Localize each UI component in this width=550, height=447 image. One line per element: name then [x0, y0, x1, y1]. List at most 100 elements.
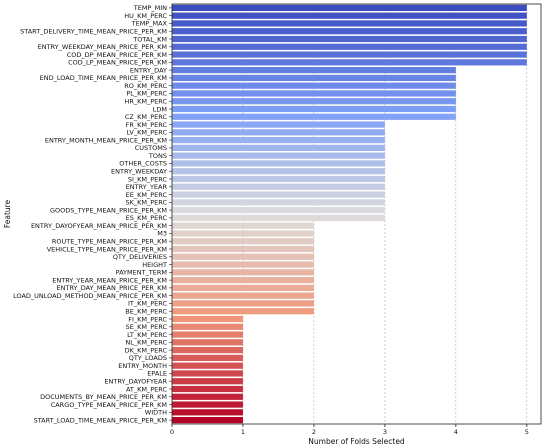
bar: [172, 105, 456, 113]
bar: [172, 35, 527, 43]
bar: [172, 308, 314, 315]
bar: [172, 292, 314, 299]
y-tick-label: SK_KM_PERC: [125, 199, 167, 207]
bar: [172, 378, 243, 385]
y-tick-label: AT_KM_PERC: [126, 385, 168, 393]
y-tick-label: CARGO_TYPE_MEAN_PRICE_PER_KM: [51, 401, 167, 409]
bar: [172, 362, 243, 369]
bar: [172, 222, 314, 229]
y-tick-label: CZ_KM_PERC: [125, 113, 168, 121]
bar: [172, 168, 385, 175]
bar: [172, 74, 456, 81]
bar: [172, 238, 314, 245]
bar: [172, 137, 385, 144]
y-tick-label: PAYMENT_TERM: [116, 269, 167, 277]
bar: [172, 191, 385, 198]
bar: [172, 207, 385, 214]
y-tick-label: EPALE: [147, 370, 167, 378]
bar: [172, 339, 243, 346]
grid-lines: [242, 4, 528, 424]
bar: [172, 98, 456, 105]
bar: [172, 347, 243, 354]
y-tick-label: ENTRY_YEAR_MEAN_PRICE_PER_KM: [52, 276, 167, 284]
bar: [172, 90, 456, 97]
y-tick-label: CUSTOMS: [135, 144, 167, 152]
y-tick-label: LT_KM_PERC: [127, 331, 167, 339]
bar: [172, 401, 243, 408]
y-tick-label: QTY_LOADS: [129, 354, 167, 362]
bar: [172, 129, 385, 136]
bar: [172, 12, 527, 19]
bar: [172, 4, 527, 11]
y-tick-label: LDM: [153, 105, 167, 113]
y-tick-label: TONS: [148, 152, 167, 160]
y-tick-label: FI_KM_PERC: [128, 315, 167, 323]
x-tick-label: 3: [383, 428, 387, 436]
bar: [172, 144, 385, 151]
y-tick-label: GOODS_TYPE_MEAN_PRICE_PER_KM: [50, 206, 167, 214]
bar: [172, 230, 314, 237]
y-tick-label: TOTAL_KM: [132, 35, 167, 43]
bar: [172, 121, 385, 128]
bar: [172, 43, 527, 50]
bar: [172, 323, 243, 330]
bar: [172, 152, 385, 159]
y-tick-label: LOAD_UNLOAD_METHOD_MEAN_PRICE_PER_KM: [13, 292, 167, 300]
y-tick-label: ENTRY_DAYOFYEAR_MEAN_PRICE_PER_KM: [31, 222, 167, 230]
y-tick-label: M3: [157, 230, 167, 238]
y-tick-label: ROUTE_TYPE_MEAN_PRICE_PER_KM: [52, 238, 167, 246]
bar: [172, 370, 243, 377]
y-tick-label: LV_KM_PERC: [127, 129, 168, 137]
bar: [172, 269, 314, 276]
bar: [172, 409, 243, 416]
y-tick-label: EE_KM_PERC: [126, 191, 168, 199]
y-tick-label: START_LOAD_TIME_MEAN_PRICE_PER_KM: [34, 416, 167, 424]
y-tick-label: WIDTH: [145, 409, 167, 417]
bar: [172, 28, 527, 35]
y-tick-label: HU_KM_PERC: [124, 12, 167, 20]
y-tick-label: ENTRY_YEAR: [126, 183, 168, 191]
y-tick-label: ENTRY_MONTH_MEAN_PRICE_PER_KM: [45, 136, 167, 144]
x-axis-title: Number of Folds Selected: [308, 437, 405, 446]
bar: [172, 354, 243, 361]
y-tick-label: OTHER_COSTS: [119, 160, 167, 168]
bar: [172, 253, 314, 260]
bar: [172, 261, 314, 268]
bar: [172, 51, 527, 58]
y-tick-label: QTY_DELIVERIES: [113, 253, 167, 261]
bar: [172, 300, 314, 307]
bar: [172, 315, 243, 323]
y-tick-label: RO_KM_PERC: [124, 82, 167, 90]
y-tick-label: SE_KM_PERC: [126, 323, 168, 331]
bar: [172, 59, 527, 66]
y-tick-label: COD_LP_MEAN_PRICE_PER_KM: [68, 59, 167, 67]
y-tick-label: TEMP_MAX: [131, 20, 168, 28]
y-tick-label: DOCUMENTS_BY_MEAN_PRICE_PER_KM: [40, 393, 167, 401]
y-tick-label: ES_KM_PERC: [126, 214, 168, 222]
x-tick-label: 0: [170, 428, 174, 436]
bar: [172, 67, 456, 74]
y-tick-label: ENTRY_WEEKDAY: [111, 168, 167, 176]
x-tick-labels: 0 1 2 3 4 5: [170, 424, 529, 436]
bar: [172, 284, 314, 291]
y-tick-label: PL_KM_PERC: [126, 90, 167, 98]
bar: [172, 393, 243, 400]
bar: [172, 199, 385, 206]
bar: [172, 113, 456, 120]
y-tick-label: ENTRY_WEEKDAY_MEAN_PRICE_PER_KM: [38, 43, 167, 51]
y-tick-label: HR_KM_PERC: [124, 98, 167, 106]
bar: [172, 20, 527, 27]
x-tick-label: 4: [454, 428, 458, 436]
x-tick-label: 2: [312, 428, 316, 436]
plot-frame: [171, 3, 542, 425]
bars: [172, 4, 527, 424]
y-tick-label: FR_KM_PERC: [126, 121, 168, 129]
y-tick-label: IT_KM_PERC: [128, 300, 167, 308]
bar: [172, 160, 385, 167]
bar: [172, 175, 385, 183]
y-tick-label: DK_KM_PERC: [125, 346, 168, 354]
y-tick-label: START_DELIVERY_TIME_MEAN_PRICE_PER_KM: [20, 28, 167, 36]
bar: [172, 245, 314, 253]
y-tick-label: END_LOAD_TIME_MEAN_PRICE_PER_KM: [40, 74, 167, 82]
